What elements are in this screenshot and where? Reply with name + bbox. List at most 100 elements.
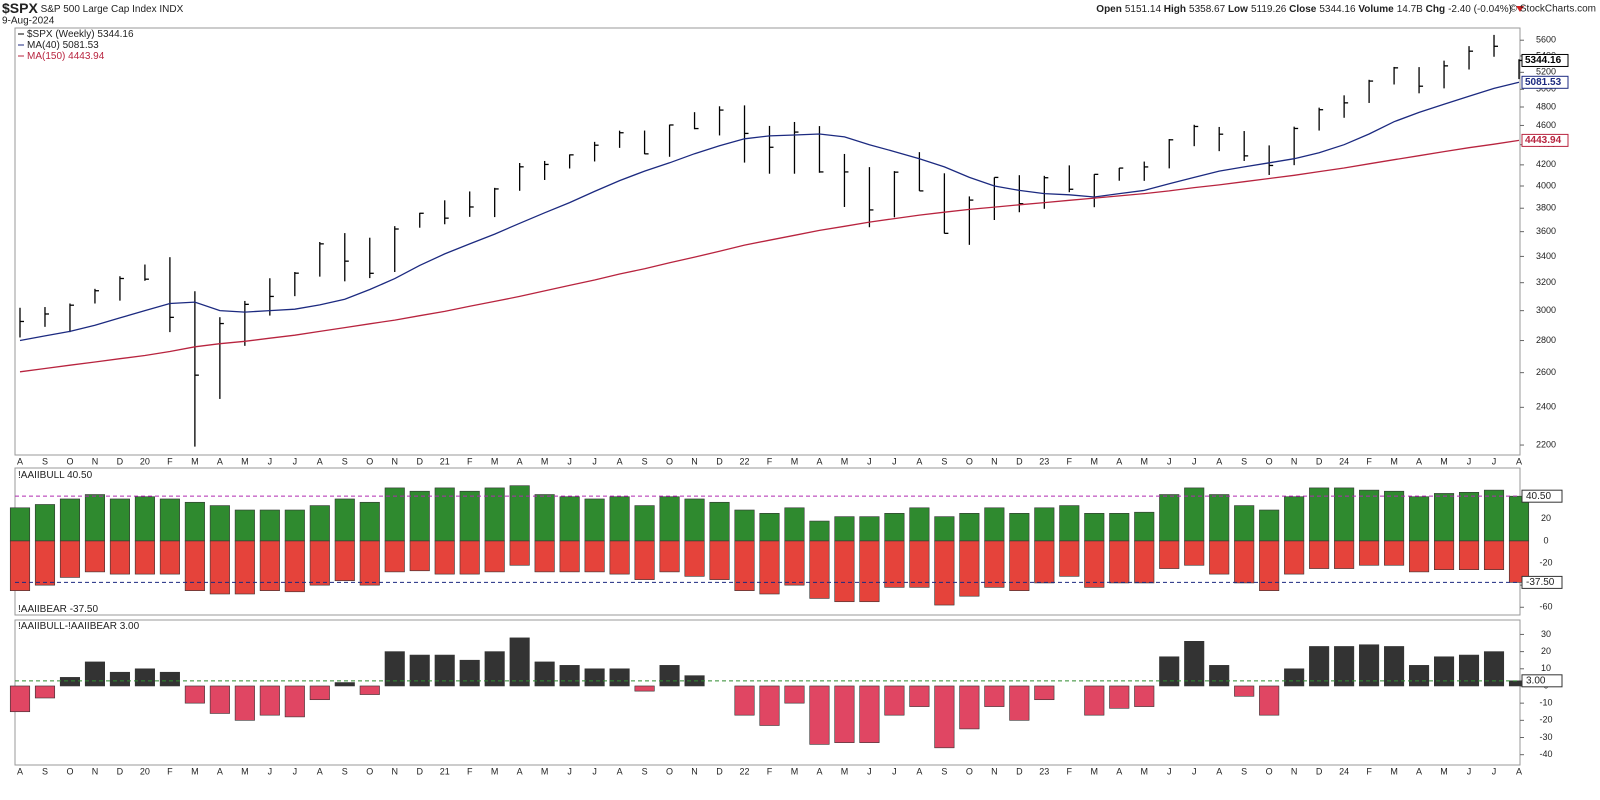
bar	[959, 513, 980, 542]
quote-value: 5358.67	[1189, 4, 1226, 15]
down-arrow	[1516, 6, 1524, 12]
bar	[134, 668, 155, 687]
x-tick-label: M	[791, 766, 799, 776]
y-tick-label: 3000	[1536, 305, 1556, 315]
x-tick-label: 23	[1039, 766, 1049, 776]
bar	[284, 509, 305, 542]
bar	[659, 665, 680, 687]
bar	[9, 540, 31, 591]
value-box-label: 3.00	[1526, 675, 1546, 686]
x-tick-label: J	[1167, 456, 1172, 466]
x-tick-label: N	[1291, 456, 1298, 466]
value-box	[1521, 489, 1563, 503]
bar	[1359, 489, 1380, 542]
bar	[1259, 685, 1280, 716]
bar	[659, 496, 680, 542]
y-tick-label: 2600	[1536, 367, 1556, 377]
bar	[534, 661, 555, 687]
x-tick-label: O	[1266, 456, 1273, 466]
x-tick-label: M	[491, 456, 499, 466]
legend-entry: $SPX (Weekly) 5344.16	[27, 29, 134, 40]
bar	[184, 540, 205, 591]
bar	[1034, 540, 1055, 584]
bar	[1284, 496, 1305, 542]
quote-value: 5151.14	[1125, 4, 1162, 15]
quote-label: Low	[1228, 4, 1248, 15]
y-tick-label: 10	[1541, 663, 1551, 673]
x-tick-label: S	[941, 456, 947, 466]
bar	[959, 540, 980, 597]
x-tick-label: J	[1167, 766, 1172, 776]
bar	[1009, 513, 1030, 542]
bar	[1109, 540, 1130, 584]
quote: Open 5151.14 High 5358.67 Low 5119.26 Close…	[1096, 4, 1512, 15]
bar	[109, 498, 130, 542]
bar	[1409, 665, 1430, 687]
bar	[359, 685, 380, 695]
bar	[9, 685, 31, 713]
x-tick-label: A	[916, 456, 922, 466]
bar	[259, 509, 280, 542]
x-tick-label: 24	[1339, 456, 1349, 466]
quote-value: 5119.26	[1251, 4, 1287, 15]
value-box	[1521, 575, 1563, 589]
bar	[609, 668, 630, 687]
bar	[1134, 685, 1155, 707]
y-tick-label: -30	[1539, 732, 1552, 742]
x-tick-label: D	[1316, 456, 1323, 466]
x-tick-label: A	[517, 766, 523, 776]
y-tick-label: 5200	[1536, 67, 1556, 77]
bar	[584, 540, 605, 573]
bar	[934, 516, 955, 542]
quote-label: Close	[1289, 4, 1317, 15]
x-tick-label: A	[517, 456, 523, 466]
y-tick-label: 3200	[1536, 277, 1556, 287]
bar	[559, 665, 580, 687]
y-tick-label: 4800	[1536, 101, 1556, 111]
bar	[9, 507, 31, 542]
y-tick-label: 0	[1543, 535, 1548, 545]
bar	[34, 685, 56, 699]
bar	[609, 496, 630, 542]
x-tick-label: F	[167, 766, 173, 776]
x-tick-label: M	[541, 456, 549, 466]
bar	[484, 540, 505, 573]
bar	[1284, 540, 1305, 575]
x-tick-label: N	[392, 456, 399, 466]
x-tick-label: A	[916, 766, 922, 776]
x-tick-label: N	[991, 456, 998, 466]
bar	[159, 498, 180, 542]
bar	[434, 654, 455, 687]
bar	[709, 540, 730, 580]
legend-name: !AAIIBULL-!AAIIBEAR	[18, 621, 117, 632]
bar	[134, 496, 155, 542]
y-tick-label: 20	[1541, 513, 1551, 523]
bar	[459, 490, 480, 542]
x-tick-label: J	[892, 766, 897, 776]
quote-label: Volume	[1358, 4, 1394, 15]
x-tick-label: J	[1492, 766, 1497, 776]
bar	[984, 685, 1005, 707]
bar	[1334, 646, 1355, 687]
bar	[1059, 505, 1080, 542]
bar	[859, 540, 880, 603]
value-box-label: -37.50	[1526, 577, 1555, 588]
bar	[584, 498, 605, 542]
bar	[809, 540, 830, 599]
value-box-label: 5344.16	[1525, 55, 1562, 66]
bar	[884, 685, 905, 716]
x-tick-label: D	[716, 456, 723, 466]
x-tick-label: M	[241, 766, 249, 776]
x-tick-label: M	[1440, 766, 1448, 776]
x-tick-label: N	[691, 766, 698, 776]
legend-name: !AAIIBEAR	[18, 604, 67, 615]
bar	[984, 540, 1005, 588]
x-tick-label: S	[642, 456, 648, 466]
bar	[784, 685, 805, 704]
x-tick-label: D	[1016, 766, 1023, 776]
x-tick-label: D	[1316, 766, 1323, 776]
x-tick-label: A	[1216, 456, 1222, 466]
bar	[1034, 507, 1055, 542]
x-tick-label: M	[541, 766, 549, 776]
x-tick-label: A	[1516, 456, 1522, 466]
